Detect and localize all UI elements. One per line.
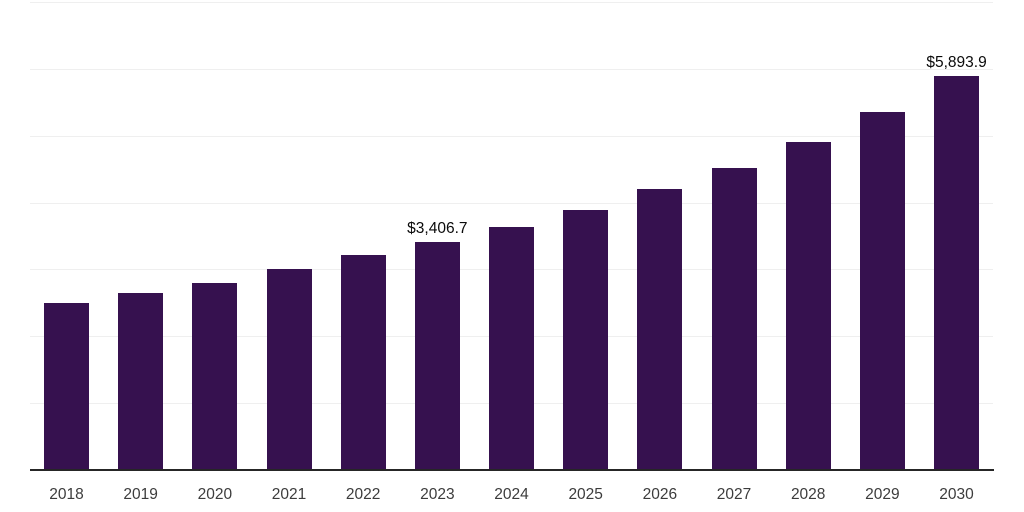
bar-2024 [489,227,535,470]
bar-2022 [340,255,386,470]
data-label-2030: $5,893.9 [926,53,987,71]
x-tick-label-2018: 2018 [49,486,84,503]
x-tick-label-2027: 2027 [716,486,752,503]
x-tick-label-2022: 2022 [345,486,381,503]
x-tick-label-2019: 2019 [123,486,158,503]
gridline [30,2,993,3]
bar-2025 [563,210,609,470]
x-tick-label-2024: 2024 [494,486,529,503]
x-tick-label-2023: 2023 [420,486,455,503]
gridline [30,135,993,137]
bar-2023 [414,242,460,470]
x-tick-label-2021: 2021 [271,486,307,503]
x-tick-label-2020: 2020 [197,486,233,503]
bar-2029 [859,112,905,470]
bar-2030 [934,76,980,470]
x-axis-line [30,469,994,471]
x-tick-label-2026: 2026 [642,486,678,503]
data-label-2023: $3,406.7 [407,219,468,237]
bar-2021 [266,269,312,470]
x-tick-label-2025: 2025 [568,486,603,503]
x-tick-label-2030: 2030 [939,486,974,503]
bar-2018 [44,303,89,470]
plot-area: $3,406.7 $5,893.9 [30,2,993,470]
x-tick-label-2028: 2028 [790,486,826,503]
bar-2027 [711,168,757,470]
bar-2028 [785,142,831,470]
bar-2020 [192,283,238,470]
bar-2019 [118,293,164,470]
bar-2026 [637,189,683,470]
gridline [30,68,993,70]
gridline [30,202,993,204]
x-tick-label-2029: 2029 [865,486,900,503]
